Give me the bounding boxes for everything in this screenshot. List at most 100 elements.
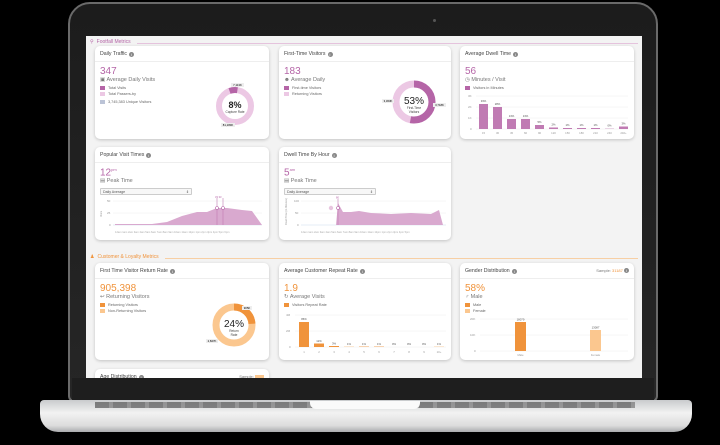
svg-text:1%: 1% <box>593 123 598 127</box>
sample-count: Sample: 31187 i <box>596 268 629 273</box>
footfall-section-header: ⚲ Footfall Metrics <box>90 39 638 45</box>
svg-text:6: 6 <box>378 350 380 354</box>
first-time-donut: 53% First-Time Visitors 3,363K 3,718K <box>382 80 446 124</box>
info-icon[interactable]: i <box>624 268 629 273</box>
info-icon[interactable]: i <box>511 268 517 274</box>
svg-text:18079: 18079 <box>517 318 525 322</box>
clock-icon: ◷ <box>465 77 470 83</box>
chart-icon: ▤ <box>284 178 290 185</box>
svg-text:81,180K: 81,180K <box>223 123 234 127</box>
pin-icon: ⚲ <box>90 39 94 45</box>
svg-text:0%: 0% <box>422 342 427 346</box>
gender-distribution-card: Gender Distribution i Sample: 31187 i 58%… <box>460 263 634 360</box>
dwell-by-hour-area-chart: 100 50 0 Dwell Time (in Minutes) 80 12am 1… <box>284 196 446 234</box>
loyalty-section-header: ♟ Customer & Loyalty Metrics <box>90 254 638 260</box>
svg-text:13087: 13087 <box>592 326 600 330</box>
svg-text:86%: 86% <box>301 317 307 321</box>
svg-text:0: 0 <box>474 349 476 353</box>
chart-icon: ▤ <box>100 178 106 185</box>
svg-text:4M: 4M <box>286 313 291 317</box>
svg-text:Return: Return <box>229 329 239 333</box>
svg-text:2,827K: 2,827K <box>208 339 217 343</box>
svg-text:1%: 1% <box>565 123 570 127</box>
svg-text:Male: Male <box>517 353 524 357</box>
svg-text:1K: 1K <box>468 116 472 120</box>
info-icon[interactable]: i <box>327 51 333 57</box>
svg-text:60: 60 <box>524 131 528 135</box>
popular-visit-times-card: Popular Visit Times i 12pm ▤ Peak Time Da… <box>95 147 269 240</box>
gender-bar-chart: 20K 10K 0 18079 13087 Male Female <box>470 317 628 357</box>
svg-text:33%: 33% <box>481 99 487 103</box>
first-time-visitors-card: First-Time Visitors i 183 ☻ Average Daily… <box>279 46 451 139</box>
svg-text:2M: 2M <box>286 329 291 333</box>
info-icon[interactable]: i <box>146 152 152 158</box>
svg-text:0: 0 <box>109 223 111 227</box>
store-icon: ▣ <box>100 77 106 83</box>
info-icon[interactable]: i <box>359 268 365 274</box>
svg-text:1%: 1% <box>377 342 382 346</box>
info-icon[interactable]: i <box>129 51 135 57</box>
svg-text:3%: 3% <box>332 342 337 346</box>
camera <box>433 19 436 22</box>
user-plus-icon: ☻ <box>284 77 290 83</box>
trackpad-notch <box>310 401 420 409</box>
svg-text:Rate: Rate <box>231 333 238 337</box>
svg-text:3,718K: 3,718K <box>435 103 444 107</box>
svg-text:2K: 2K <box>468 105 472 109</box>
svg-text:0: 0 <box>470 127 472 131</box>
svg-text:53%: 53% <box>404 96 424 107</box>
svg-text:210: 210 <box>593 131 598 135</box>
svg-text:28%: 28% <box>495 102 501 106</box>
sample-count: Sample: <box>239 374 264 378</box>
svg-text:1%: 1% <box>347 342 352 346</box>
svg-text:2%: 2% <box>551 123 556 127</box>
svg-text:180: 180 <box>579 131 584 135</box>
laptop-chin <box>72 378 654 400</box>
svg-text:150: 150 <box>565 131 570 135</box>
svg-text:20K: 20K <box>470 317 475 321</box>
svg-text:Capture Rate: Capture Rate <box>226 110 245 114</box>
age-distribution-card: Age Distribution i Sample: <box>95 369 269 378</box>
popular-times-area-chart: 50 25 0 Visits 33 33 12am 1am 2am 3am 4am … <box>99 195 262 234</box>
average-dwell-time-card: Average Dwell Time i 56 ◷ Minutes / Visit… <box>460 46 634 139</box>
svg-text:50: 50 <box>295 211 299 215</box>
svg-text:3,363K: 3,363K <box>384 99 393 103</box>
info-icon[interactable]: i <box>331 152 337 158</box>
svg-text:1%: 1% <box>579 123 584 127</box>
user-icon: ♟ <box>90 254 95 260</box>
info-icon[interactable]: i <box>169 268 175 274</box>
svg-text:3%: 3% <box>621 122 626 126</box>
svg-text:Visits: Visits <box>99 210 103 217</box>
dwell-bar-chart: 3K 2K 1K 0 33% 28% 13% 13% 5% 2% 1% 1% 1% 0% 3% 15 30 4… <box>468 94 628 135</box>
svg-text:240: 240 <box>607 131 612 135</box>
svg-text:0: 0 <box>297 223 299 227</box>
dashboard-screen: ⚲ Footfall Metrics Daily Traffic i 347 ▣ … <box>86 36 642 378</box>
svg-text:1: 1 <box>303 350 305 354</box>
period-select[interactable]: Daily Average ⇕ <box>284 188 376 196</box>
svg-text:13%: 13% <box>523 114 529 118</box>
svg-text:0: 0 <box>289 345 291 349</box>
svg-text:240+: 240+ <box>620 131 627 135</box>
svg-text:30: 30 <box>496 131 500 135</box>
repeat-icon: ↻ <box>284 294 289 300</box>
return-icon: ↩ <box>100 294 105 300</box>
svg-text:0%: 0% <box>407 342 412 346</box>
svg-text:Dwell Time (in Minutes): Dwell Time (in Minutes) <box>284 198 288 225</box>
svg-text:10+: 10+ <box>437 350 442 354</box>
period-select[interactable]: Daily Average ⇕ <box>100 188 192 196</box>
svg-text:4: 4 <box>348 350 350 354</box>
male-icon: ♂ <box>465 294 470 300</box>
svg-text:1%: 1% <box>362 342 367 346</box>
svg-text:Visitors: Visitors <box>409 110 420 114</box>
info-icon[interactable]: i <box>138 374 144 378</box>
info-icon[interactable]: i <box>513 51 519 57</box>
divider <box>164 258 638 259</box>
daily-traffic-card: Daily Traffic i 347 ▣ Average Daily Visit… <box>95 46 269 139</box>
svg-text:Female: Female <box>591 353 601 357</box>
svg-text:45: 45 <box>510 131 514 135</box>
svg-text:15: 15 <box>482 131 486 135</box>
svg-text:7,113K: 7,113K <box>233 83 242 87</box>
svg-text:100: 100 <box>294 199 299 203</box>
avg-daily-visits-value: 347 <box>100 66 117 77</box>
repeat-rate-card: Average Customer Repeat Rate i 1.9 ↻ Aver… <box>279 263 451 360</box>
